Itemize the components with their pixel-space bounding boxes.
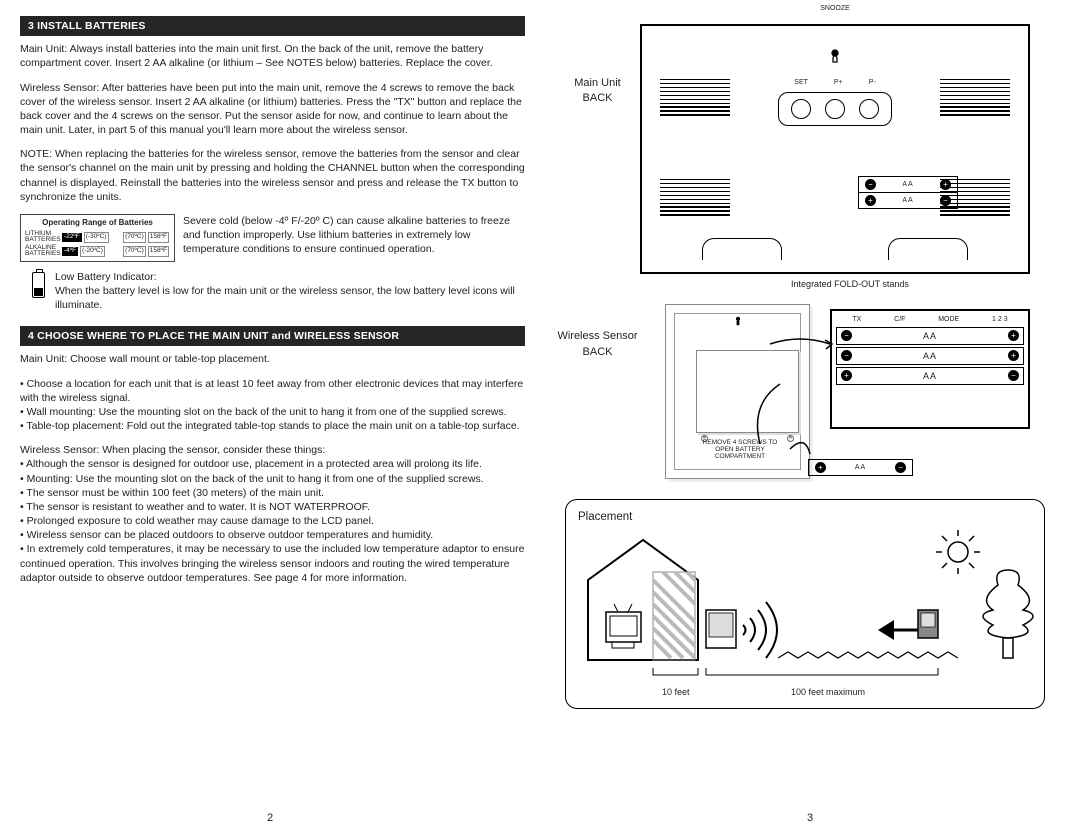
- distance-100ft-label: 100 feet maximum: [791, 686, 865, 698]
- fold-out-stands-label: Integrated FOLD-OUT stands: [555, 278, 1060, 290]
- para: • Table-top placement: Fold out the inte…: [20, 419, 525, 433]
- para-note: NOTE: When replacing the batteries for t…: [20, 147, 525, 204]
- placement-title: Placement: [578, 510, 1032, 526]
- snooze-label: SNOOZE: [640, 4, 1030, 13]
- fold-stand-icon: [888, 238, 968, 260]
- wireless-sensor-back-label: Wireless SensorBACK: [555, 304, 640, 360]
- para: • Wall mounting: Use the mounting slot o…: [20, 405, 525, 419]
- para: • Mounting: Use the mounting slot on the…: [20, 472, 525, 486]
- section-4-header: 4 CHOOSE WHERE TO PLACE THE MAIN UNIT an…: [20, 326, 525, 346]
- fold-stand-icon: [702, 238, 782, 260]
- para: • The sensor is resistant to weather and…: [20, 500, 525, 514]
- battery-range-note: Operating Range of Batteries LITHIUM BAT…: [20, 214, 525, 262]
- para: • Prolonged exposure to cold weather may…: [20, 514, 525, 528]
- para-wireless-sensor: Wireless Sensor: After batteries have be…: [20, 81, 525, 138]
- button-row: [778, 92, 892, 126]
- wireless-sensor-diagram: ✕ ✕ REMOVE 4 SCREWS TO OPEN BATTERY COMP…: [640, 304, 1030, 499]
- p-minus-button-icon: [859, 99, 879, 119]
- p-plus-button-icon: [825, 99, 845, 119]
- page-number: 3: [540, 811, 1080, 826]
- battery-compartment-icon: −AA+ +AA−: [858, 176, 958, 209]
- page-3: Main UnitBACK SNOOZE SET P+ P-: [540, 0, 1080, 834]
- low-battery-note: Low Battery Indicator: When the battery …: [20, 270, 525, 313]
- para: • Choose a location for each unit that i…: [20, 377, 525, 405]
- hanging-slot-icon: [829, 48, 841, 64]
- main-unit-back-label: Main UnitBACK: [555, 16, 640, 107]
- battery-compartment-zoom: TX C/F MODE 1 2 3 −AA+ −AA+ +AA−: [830, 309, 1030, 429]
- hanging-slot-icon: [733, 316, 741, 327]
- speaker-grille-icon: [660, 76, 730, 118]
- para: • In extremely cold temperatures, it may…: [20, 542, 525, 585]
- callout-arrow-icon: [750, 334, 850, 464]
- para: Main Unit: Choose wall mount or table-to…: [20, 352, 525, 366]
- cold-weather-note: Severe cold (below -4º F/-20º C) can cau…: [183, 214, 525, 257]
- para: • Wireless sensor can be placed outdoors…: [20, 528, 525, 542]
- battery-icon: [32, 272, 45, 298]
- battery-range-table: Operating Range of Batteries LITHIUM BAT…: [20, 214, 175, 262]
- section-3-header: 3 INSTALL BATTERIES: [20, 16, 525, 36]
- para: • Although the sensor is designed for ou…: [20, 457, 525, 471]
- main-unit-back-diagram: SET P+ P- −AA+ +AA−: [640, 24, 1030, 274]
- speaker-grille-icon: [940, 76, 1010, 118]
- speaker-grille-icon: [660, 176, 730, 218]
- page-number: 2: [0, 811, 540, 826]
- distance-10ft-label: 10 feet: [662, 686, 690, 698]
- placement-illustration: [578, 530, 1034, 680]
- set-button-icon: [791, 99, 811, 119]
- page-2: 3 INSTALL BATTERIES Main Unit: Always in…: [0, 0, 540, 834]
- para: • The sensor must be within 100 feet (30…: [20, 486, 525, 500]
- placement-diagram: Placement: [565, 499, 1045, 709]
- para: Wireless Sensor: When placing the sensor…: [20, 443, 525, 457]
- para-main-unit: Main Unit: Always install batteries into…: [20, 42, 525, 70]
